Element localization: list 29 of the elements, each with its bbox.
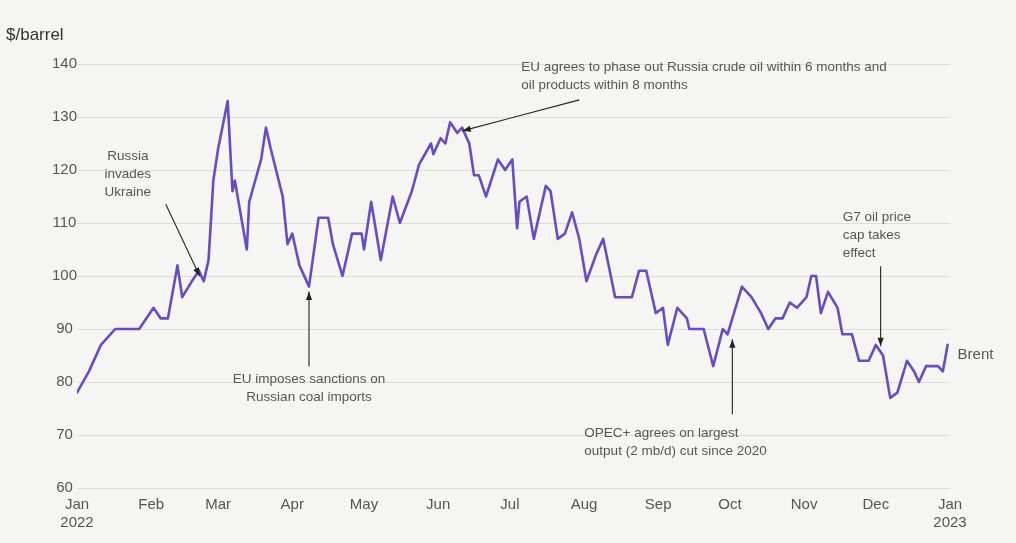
y-axis-title: $/barrel — [6, 25, 64, 44]
annotation: Russia invades Ukraine — [104, 147, 152, 199]
y-tick-label: 120 — [51, 160, 77, 178]
x-tick-label: Aug — [570, 495, 598, 513]
annotation: OPEC+ agrees on largest output (2 mb/d) cut since 2020 — [584, 424, 767, 458]
x-tick-label: Feb — [138, 495, 165, 513]
x-tick-label: Jun — [426, 495, 451, 513]
x-tick-label: May — [349, 495, 379, 513]
x-tick-label: Jan 2023 — [933, 495, 967, 531]
x-tick-label: Oct — [718, 495, 743, 513]
y-tick-label: 100 — [51, 266, 77, 284]
x-tick-label: Sep — [644, 495, 672, 513]
annotation: EU imposes sanctions on Russian coal imports — [232, 371, 386, 405]
x-tick-label: Jan 2022 — [60, 495, 94, 531]
x-tick-label: Mar — [205, 495, 232, 513]
annotation: EU agrees to phase out Russia crude oil within 6 months and oil products within 8 months — [521, 59, 887, 93]
y-tick-label: 90 — [56, 319, 73, 337]
y-tick-label: 70 — [56, 425, 73, 443]
y-tick-label: 80 — [56, 372, 73, 390]
series-label: Brent — [957, 345, 995, 363]
y-tick-label: 130 — [51, 107, 77, 125]
y-tick-label: 110 — [52, 213, 77, 231]
x-tick-label: Nov — [790, 495, 818, 513]
y-tick-label: 60 — [56, 478, 73, 496]
x-tick-label: Apr — [280, 495, 304, 513]
x-tick-label: Jul — [500, 495, 520, 513]
y-tick-label: 140 — [51, 54, 77, 72]
annotation: G7 oil price cap takes effect — [842, 208, 911, 260]
x-tick-label: Dec — [862, 495, 890, 513]
